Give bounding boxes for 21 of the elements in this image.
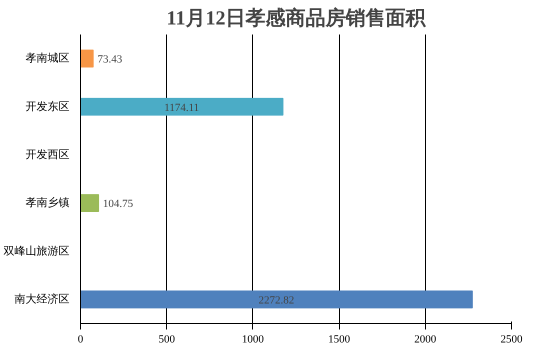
data-label: 1174.11: [164, 102, 200, 114]
x-tick-label: 1000: [242, 334, 264, 346]
data-label: 2272.82: [258, 294, 294, 306]
x-tick-label: 2000: [414, 334, 437, 346]
y-tick-label: 开发西区: [26, 148, 70, 161]
chart-title: 11月12日孝感商品房销售面积: [166, 6, 426, 30]
bar: [80, 194, 100, 212]
y-tick-label: 南大经济区: [14, 292, 70, 306]
data-label: 104.75: [102, 198, 134, 210]
x-tick-label: 0: [78, 334, 84, 346]
y-tick-label: 双峰山旅游区: [4, 244, 70, 258]
bar: [80, 290, 473, 308]
bar: [80, 50, 94, 68]
y-tick-label: 孝南城区: [26, 52, 70, 65]
bar: [80, 98, 284, 116]
y-tick-label: 孝南乡镇: [26, 196, 70, 210]
y-tick-label: 开发东区: [26, 100, 70, 113]
x-tick-label: 500: [158, 334, 176, 346]
x-tick-label: 1500: [328, 334, 351, 346]
x-tick-label: 2500: [500, 334, 523, 346]
data-label: 73.43: [97, 54, 123, 66]
